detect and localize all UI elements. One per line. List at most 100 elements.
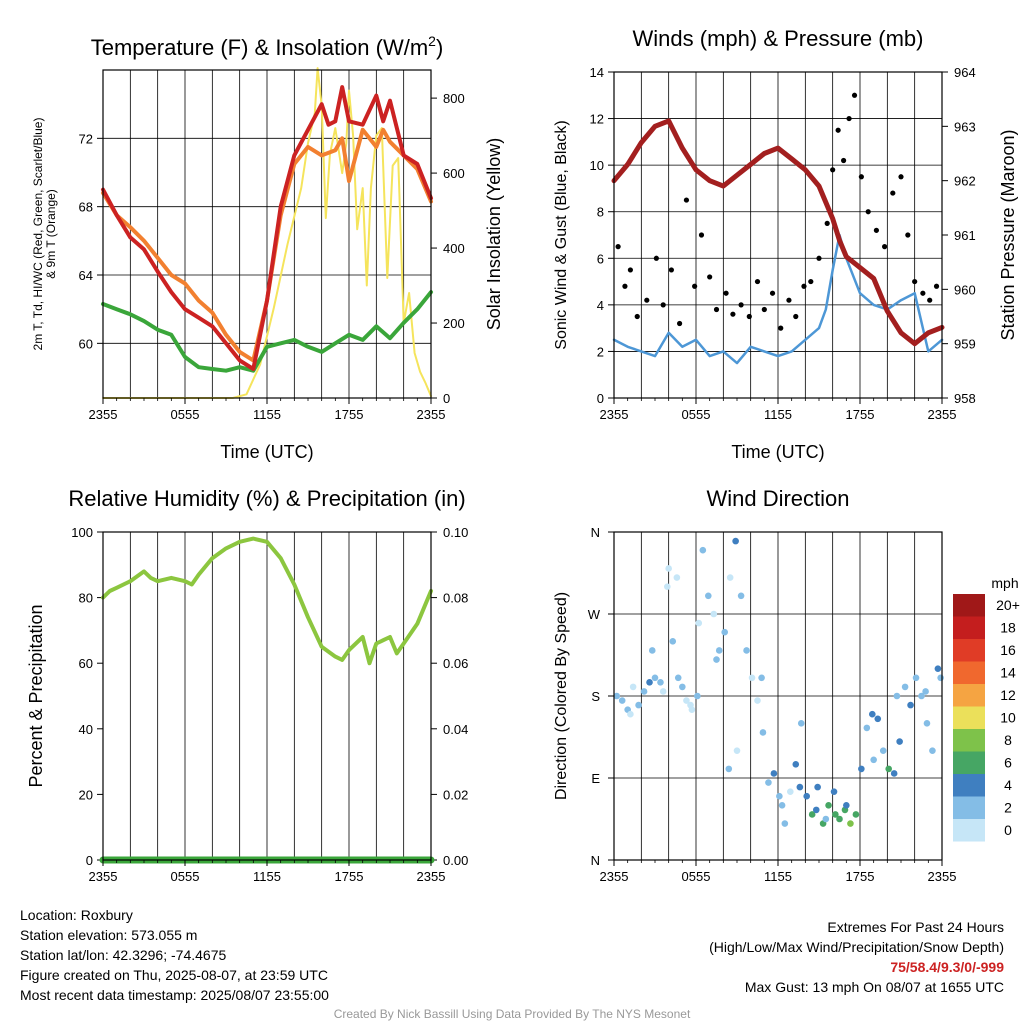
direction-point	[713, 656, 720, 663]
title-close: )	[436, 35, 443, 60]
y-right-tick-label: 963	[954, 119, 976, 134]
gust-point	[698, 232, 705, 238]
x-tick-label: 2355	[417, 407, 446, 422]
direction-point	[923, 720, 931, 727]
y-axis-label: Percent & Precipitation	[26, 604, 46, 787]
y-tick-label: 2	[597, 344, 604, 359]
gust-point	[660, 302, 666, 308]
direction-point	[765, 779, 772, 786]
direction-point	[907, 701, 914, 709]
x-tick-label: 0555	[682, 407, 711, 422]
direction-point	[683, 697, 690, 704]
direction-point	[803, 792, 810, 800]
direction-point	[796, 783, 804, 791]
direction-point	[669, 638, 677, 645]
y-right-tick-label: 800	[443, 91, 465, 106]
direction-point	[618, 697, 626, 704]
direction-point	[847, 820, 854, 827]
extremes-legend: (High/Low/Max Wind/Precipitation/Snow De…	[709, 939, 1004, 955]
y-tick-label: 68	[79, 200, 93, 215]
gust-point	[873, 227, 880, 233]
y-tick-label: 14	[590, 65, 604, 80]
direction-point	[732, 537, 739, 545]
legend-label: 6	[1004, 755, 1012, 771]
direction-point	[705, 592, 712, 600]
legend-label: 12	[1000, 687, 1016, 703]
gust-point	[730, 311, 736, 317]
y-tick-label: 80	[79, 591, 93, 606]
direction-point	[890, 770, 898, 777]
wind-line	[612, 233, 944, 365]
x-tick-label: 1755	[846, 869, 875, 884]
direction-point	[627, 710, 634, 718]
station-info: Location: Roxbury Station elevation: 573…	[20, 905, 329, 1005]
direction-point	[710, 610, 718, 618]
direction-point	[843, 802, 850, 809]
y-right-tick-label: 958	[954, 391, 976, 406]
pressure-line	[611, 118, 945, 347]
gust-point	[793, 313, 799, 320]
direction-point	[929, 747, 936, 754]
y-tick-label: 60	[79, 336, 93, 351]
direction-point	[792, 761, 800, 768]
x-tick-label: 1155	[253, 407, 281, 422]
direction-point	[852, 811, 860, 818]
gust-point	[920, 290, 926, 296]
direction-point	[830, 788, 838, 795]
gust-point	[927, 297, 933, 303]
x-tick-label: 1155	[253, 869, 281, 884]
gust-point	[707, 274, 713, 280]
direction-point	[896, 738, 903, 745]
gust-point	[692, 283, 698, 289]
direction-point	[651, 674, 659, 682]
gust-point	[653, 255, 659, 261]
gust-point	[634, 313, 640, 320]
direction-point	[832, 811, 839, 818]
y-tick-label: 40	[79, 722, 93, 737]
elevation-text: Station elevation: 573.055 m	[20, 927, 198, 943]
y-right-axis-label: Solar Insolation (Yellow)	[484, 138, 504, 330]
direction-point	[721, 628, 728, 636]
y-tick-label: 60	[79, 656, 93, 671]
legend-swatch	[953, 796, 985, 819]
direction-point	[725, 765, 733, 773]
gust-point	[615, 244, 621, 250]
x-tick-label: 2355	[928, 869, 957, 884]
direction-point	[743, 647, 750, 654]
legend-swatch	[953, 774, 985, 797]
direction-point	[893, 692, 901, 700]
direction-point	[664, 583, 671, 590]
gust-point	[816, 255, 822, 261]
gust-point	[677, 320, 683, 327]
y-tick-label: N	[591, 853, 600, 868]
legend-label: 0	[1004, 822, 1012, 838]
x-tick-label: 2355	[89, 407, 118, 422]
legend-swatch	[953, 684, 985, 707]
gust-point	[801, 283, 807, 289]
direction-point	[726, 574, 734, 581]
latlon-text: Station lat/lon: 42.3296; -74.4675	[20, 947, 227, 963]
direction-point	[814, 783, 821, 791]
gust-point	[933, 283, 940, 289]
chart-title: Winds (mph) & Pressure (mb)	[633, 26, 924, 51]
x-tick-label: 2355	[417, 869, 446, 884]
direction-point	[673, 574, 681, 581]
y-tick-label: 10	[590, 158, 604, 173]
gust-point	[898, 174, 904, 180]
direction-point	[759, 729, 767, 736]
legend-title: mph	[991, 575, 1018, 591]
gust-point	[668, 267, 675, 273]
legend-swatch	[953, 616, 985, 639]
legend-swatch	[953, 706, 985, 729]
direction-point	[912, 674, 920, 682]
gust-point	[746, 313, 752, 320]
y-right-tick-label: 400	[443, 241, 465, 256]
direction-point	[922, 688, 929, 695]
legend-swatch	[953, 639, 985, 662]
gust-point	[905, 232, 911, 238]
direction-point	[934, 665, 942, 672]
y-axis-label: Sonic Wind & Gust (Blue, Black)	[553, 120, 570, 349]
legend-label: 2	[1004, 800, 1012, 816]
x-tick-label: 1155	[764, 407, 792, 422]
legend-label: 8	[1004, 732, 1012, 748]
